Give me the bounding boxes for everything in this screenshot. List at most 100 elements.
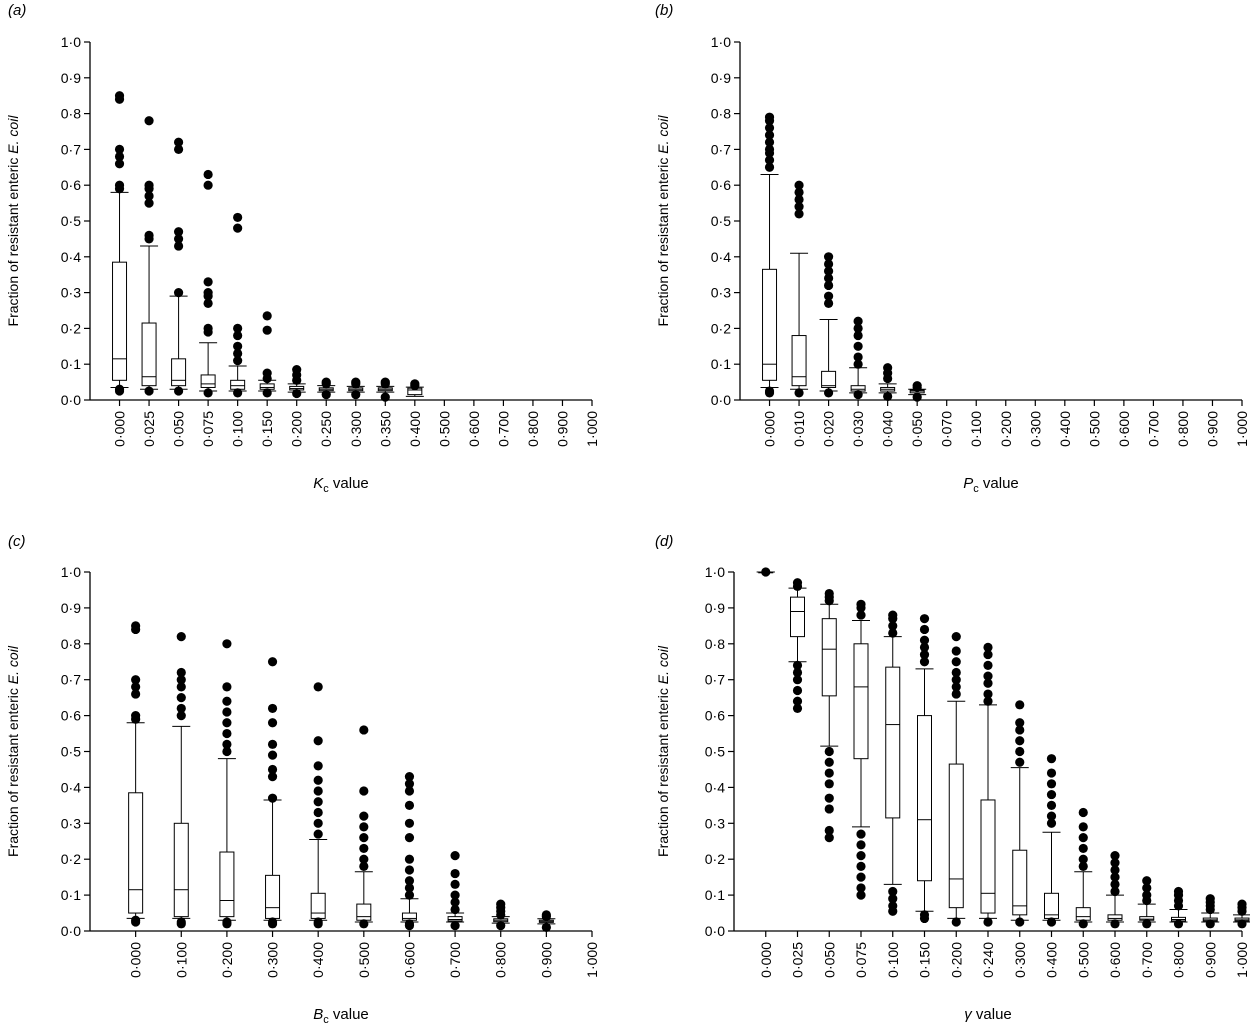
outlier-point xyxy=(1237,899,1247,909)
box-4 xyxy=(883,610,902,916)
box-1 xyxy=(140,116,159,396)
outlier-point xyxy=(144,180,154,190)
outlier-point xyxy=(176,675,186,685)
box-iqr xyxy=(791,335,807,387)
outlier-point xyxy=(262,388,272,398)
x-tick-label: 0·200 xyxy=(219,942,235,978)
box-6 xyxy=(947,632,966,927)
box-4 xyxy=(309,682,328,929)
outlier-point xyxy=(404,772,415,782)
x-tick-label: 0·300 xyxy=(265,942,281,978)
y-tick-label: 0·6 xyxy=(705,708,725,724)
panel-b: (b) 0·0 0·1 0·2 0·3 0·4 0·5 0·6 0·7 0·8 0·9 1·0 0·00… xyxy=(655,2,1250,495)
outlier-point xyxy=(856,829,866,839)
outlier-point xyxy=(359,833,369,843)
box-8 xyxy=(491,899,510,931)
outlier-point xyxy=(761,567,771,577)
outlier-point xyxy=(792,685,803,696)
y-tick-label: 1·0 xyxy=(61,564,81,580)
outlier-point xyxy=(450,921,460,931)
outlier-point xyxy=(823,280,834,291)
y-tick-label: 0·4 xyxy=(61,779,81,795)
outlier-point xyxy=(450,879,460,889)
x-tick-label: 0·600 xyxy=(466,411,482,447)
outlier-point xyxy=(1110,872,1120,882)
outlier-point xyxy=(233,356,243,366)
outlier-point xyxy=(888,886,898,897)
outlier-point xyxy=(313,818,323,828)
y-axis-label-italic: E. coil xyxy=(655,115,671,154)
y-axis-label: Fraction of resistant enteric E. coil xyxy=(655,115,671,327)
outlier-point xyxy=(888,610,898,620)
y-tick-label: 0·5 xyxy=(705,744,725,760)
outlier-point xyxy=(764,162,775,172)
outlier-point xyxy=(313,786,323,796)
outlier-point xyxy=(176,917,186,927)
outlier-point xyxy=(131,621,141,631)
outlier-point xyxy=(888,894,898,904)
outlier-point xyxy=(1078,919,1088,929)
x-axis-label-symbol: P xyxy=(963,475,973,492)
outlier-point xyxy=(856,840,866,850)
outlier-point xyxy=(222,728,232,739)
outlier-point xyxy=(173,234,184,244)
outlier-point xyxy=(222,707,232,717)
outlier-point xyxy=(1015,718,1025,728)
x-tick-label: 0·500 xyxy=(436,411,452,447)
x-axis-label: Kc value xyxy=(313,475,369,495)
y-axis-label: Fraction of resistant enteric E. coil xyxy=(5,645,21,857)
outlier-point xyxy=(824,588,834,599)
y-axis-label: Fraction of resistant enteric E. coil xyxy=(655,645,671,857)
outlier-point xyxy=(824,746,834,757)
x-tick-label: 0·300 xyxy=(1027,411,1043,447)
outlier-point xyxy=(313,761,323,771)
outlier-point xyxy=(176,703,186,714)
x-tick-label: 0·900 xyxy=(1202,942,1218,978)
outlier-point xyxy=(856,883,866,893)
y-tick-label: 0·7 xyxy=(705,672,725,688)
outlier-point xyxy=(114,180,125,190)
box-13 xyxy=(1169,886,1188,929)
outlier-point xyxy=(1205,919,1215,929)
outlier-point xyxy=(203,169,213,180)
outlier-point xyxy=(824,757,834,767)
x-tick-label: 0·070 xyxy=(939,411,955,447)
y-tick-label: 0·6 xyxy=(61,708,81,724)
outlier-point xyxy=(222,639,232,649)
box-0 xyxy=(760,112,779,398)
x-axis-label-symbol: K xyxy=(313,475,324,492)
box-4 xyxy=(228,212,247,398)
outlier-point xyxy=(919,614,930,624)
x-tick-label: 0·010 xyxy=(791,411,807,447)
y-axis-label-text: Fraction of resistant enteric xyxy=(5,684,21,857)
y-axis-label-italic: E. coil xyxy=(5,115,21,154)
x-tick-label: 0·500 xyxy=(356,942,372,978)
outlier-point xyxy=(131,682,141,692)
x-tick-label: 0·075 xyxy=(200,411,216,447)
outlier-point xyxy=(856,599,866,609)
outlier-point xyxy=(912,381,922,391)
x-tick-label: 0·020 xyxy=(821,411,837,447)
outlier-point xyxy=(267,750,278,760)
outlier-point xyxy=(1110,865,1120,875)
outlier-point xyxy=(1078,807,1088,818)
box-0 xyxy=(756,567,775,577)
x-tick-label: 0·800 xyxy=(1175,411,1191,447)
outlier-point xyxy=(983,689,993,699)
x-axis-label: Bc value xyxy=(313,1006,369,1026)
x-axis-label-subscript: c xyxy=(323,1014,329,1026)
outlier-point xyxy=(131,689,141,699)
outlier-point xyxy=(114,151,125,162)
outlier-point xyxy=(144,191,154,201)
outlier-point xyxy=(450,890,460,900)
outlier-point xyxy=(351,377,361,387)
outlier-point xyxy=(792,703,803,714)
box-12 xyxy=(1137,876,1156,929)
box-iqr xyxy=(1012,849,1028,916)
y-tick-label: 0·8 xyxy=(705,636,725,652)
outlier-point xyxy=(173,137,184,147)
x-axis-label-suffix: value xyxy=(979,475,1019,492)
outlier-point xyxy=(233,341,243,351)
y-tick-label: 0·5 xyxy=(61,213,81,229)
y-tick-label: 0·1 xyxy=(61,356,81,372)
